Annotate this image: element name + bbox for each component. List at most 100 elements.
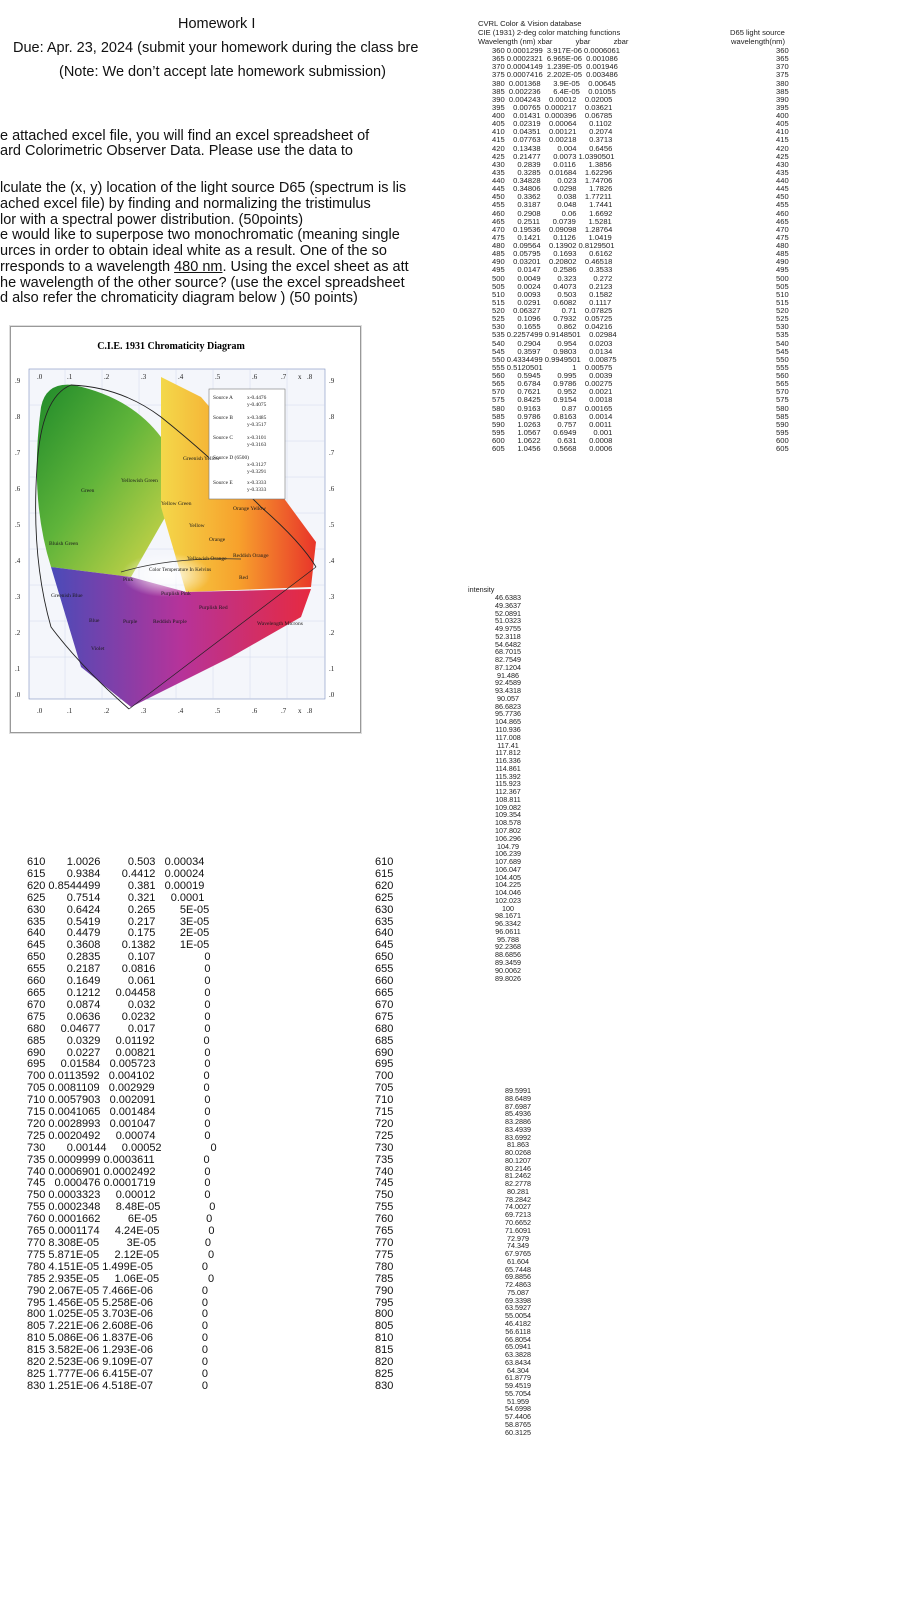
q2-line-1: e would like to superpose two monochroma…	[0, 227, 400, 243]
x-tick-top-8: .8	[307, 373, 313, 381]
q1-line-3: lor with a spectral power distribution. …	[0, 212, 304, 228]
d65-wavelength-column-top: 360 365 370 375 380 385 390 395 400 405 …	[776, 46, 789, 454]
region-greenish-blue: Greenish Blue	[51, 593, 83, 599]
y-tick-9: .9	[15, 377, 21, 385]
green-region	[36, 384, 171, 577]
d65-wavelength-header: wavelength(nm)	[731, 37, 786, 46]
cvrl-title: CVRL Color & Vision database	[478, 19, 582, 28]
region-yellowish-green: Yellowish Green	[121, 478, 158, 484]
x-tick-top-7: .7	[281, 373, 287, 381]
intensity-column-bottom: 89.5991 88.6489 87.6987 85.4936 83.2886 …	[505, 1086, 531, 1437]
source-b-x: x-0.3485	[247, 415, 267, 421]
source-d-x: x-0.3127	[247, 462, 267, 468]
y-tick-1: .1	[15, 665, 21, 673]
x-tick-x: x	[298, 707, 302, 715]
region-purplish-red: Purplish Red	[199, 605, 228, 611]
region-reddish-orange: Reddish Orange	[233, 553, 269, 559]
x-tick-4: .4	[178, 707, 184, 715]
q2-line-3a: rresponds to a wavelength	[0, 259, 175, 275]
q1-line-1: lculate the (x, y) location of the light…	[0, 180, 407, 196]
x-tick-top-x: x	[298, 373, 302, 381]
source-d-y: y-0.3291	[247, 469, 267, 475]
source-c-y: y-0.3163	[247, 442, 267, 448]
region-reddish-purple: Reddish Purple	[153, 619, 187, 625]
region-greenish-yellow: Greenish Yellow	[183, 456, 220, 462]
q2-line-4: he wavelength of the other source? (use …	[0, 275, 405, 291]
region-purple: Purple	[123, 619, 138, 625]
y-tick-8: .8	[15, 413, 21, 421]
q2-line-2: urces in order to obtain ideal white as …	[0, 243, 387, 259]
region-green: Green	[81, 488, 95, 494]
y-tick-right-2: .2	[329, 629, 335, 637]
cie-chromaticity-diagram: C.I.E. 1931 Chromaticity Diagram Source …	[15, 341, 335, 715]
due-date: Due: Apr. 23, 2024 (submit your homework…	[13, 40, 419, 56]
y-tick-right-0: .0	[329, 691, 335, 699]
y-tick-right-8: .8	[329, 413, 335, 421]
q1-line-2: ached excel file) by finding and normali…	[0, 196, 371, 212]
source-b-label: Source B	[213, 415, 233, 421]
x-tick-3: .3	[141, 707, 147, 715]
late-note: (Note: We don’t accept late homework sub…	[59, 64, 386, 80]
region-yellow: Yellow	[189, 523, 205, 529]
source-c-x: x-0.3101	[247, 435, 267, 441]
y-tick-right-3: .3	[329, 593, 335, 601]
cmf-column-headers: Wavelength (nm) xbar ybar zbar	[478, 37, 629, 46]
x-tick-8: .8	[307, 707, 313, 715]
homework-title: Homework I	[178, 16, 256, 32]
region-orange: Orange	[209, 537, 226, 543]
spectral-locus	[35, 384, 317, 710]
y-tick-6: .6	[15, 485, 21, 493]
intensity-label: intensity	[468, 585, 495, 594]
wavelength-column-bottom: 610 615 620 625 630 635 640 645 650 655 …	[375, 856, 394, 1392]
region-blue: Blue	[89, 618, 100, 624]
y-tick-7: .7	[15, 449, 21, 457]
source-d-label: Source D (6500)	[213, 454, 249, 461]
source-e-y: y-0.3333	[247, 487, 267, 493]
chart-title: C.I.E. 1931 Chromaticity Diagram	[97, 341, 245, 352]
cmf-table-top: 360 0.0001299 3.917E-06 0.0006061 365 0.…	[492, 46, 620, 454]
y-tick-2: .2	[15, 629, 21, 637]
q2-line-3: rresponds to a wavelength 480 nm. Using …	[0, 259, 409, 275]
purple-red-region	[51, 567, 311, 707]
y-tick-right-5: .5	[329, 521, 335, 529]
x-tick-top-1: .1	[67, 373, 73, 381]
y-tick-right-6: .6	[329, 485, 335, 493]
x-tick-0: .0	[37, 707, 43, 715]
x-tick-top-2: .2	[104, 373, 110, 381]
x-tick-5: .5	[215, 707, 221, 715]
source-e-label: Source E	[213, 480, 233, 486]
region-yellowish-orange: Yellowish Orange	[187, 556, 227, 562]
y-tick-5: .5	[15, 521, 21, 529]
region-purplish-pink: Purplish Pink	[161, 591, 191, 597]
x-tick-top-4: .4	[178, 373, 184, 381]
x-tick-2: .2	[104, 707, 110, 715]
purple-line	[128, 566, 317, 710]
x-tick-6: .6	[252, 707, 258, 715]
cie-diagram-frame: C.I.E. 1931 Chromaticity Diagram Source …	[10, 326, 361, 733]
source-a-y: y-0.4075	[247, 402, 267, 408]
x-tick-top-6: .6	[252, 373, 258, 381]
x-tick-1: .1	[67, 707, 73, 715]
y-tick-right-7: .7	[329, 449, 335, 457]
region-pink: Pink	[123, 577, 133, 583]
white-point-region	[121, 553, 211, 597]
y-tick-right-4: .4	[329, 557, 335, 565]
x-tick-top-0: .0	[37, 373, 43, 381]
region-violet: Violet	[91, 646, 105, 652]
x-tick-7: .7	[281, 707, 287, 715]
y-tick-right-1: .1	[329, 665, 335, 673]
y-tick-right-9: .9	[329, 377, 335, 385]
region-bluish-green: Bluish Green	[49, 541, 78, 547]
intro-line-2: ard Colorimetric Observer Data. Please u…	[0, 143, 353, 159]
source-a-label: Source A	[213, 395, 233, 401]
source-e-x: x-0.3333	[247, 480, 267, 486]
region-orange-yellow: Orange Yellow	[233, 506, 266, 512]
y-tick-4: .4	[15, 557, 21, 565]
source-c-label: Source C	[213, 435, 233, 441]
region-red: Red	[239, 575, 248, 581]
wavelength-label: Wavelength Microns	[257, 621, 303, 627]
cmf-table-bottom: 610 1.0026 0.503 0.00034 615 0.9384 0.44…	[27, 856, 217, 1392]
x-tick-top-5: .5	[215, 373, 221, 381]
source-a-x: x-0.4476	[247, 395, 267, 401]
intensity-column-top: 46.6383 49.3637 52.0891 51.0323 49.9755 …	[495, 593, 521, 983]
